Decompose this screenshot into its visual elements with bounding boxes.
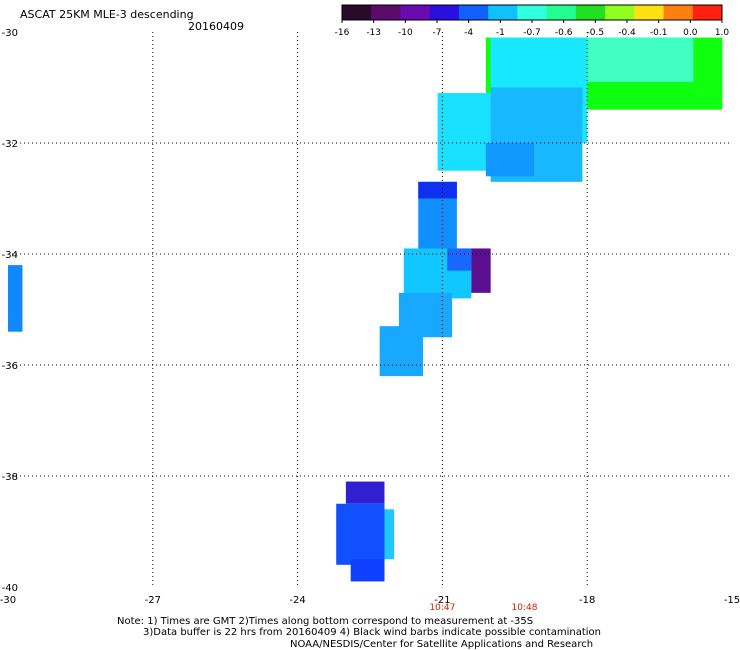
footer-note-2: 3)Data buffer is 22 hrs from 20160409 4)… (143, 627, 601, 638)
colorbar-segment (663, 5, 694, 20)
x-tick-label: -15 (724, 595, 740, 606)
wind-swath (345, 481, 385, 504)
x-tick-label: -27 (145, 595, 161, 606)
colorbar-label: -0.1 (650, 28, 668, 38)
colorbar-segment (517, 5, 548, 20)
swath-layer (8, 37, 723, 582)
footer-note-1: Note: 1) Times are GMT 2)Times along bot… (117, 616, 534, 627)
y-tick-label: -32 (2, 139, 18, 150)
footer-credit: NOAA/NESDIS/Center for Satellite Applica… (290, 639, 594, 650)
wind-swath (379, 326, 424, 377)
colorbar-segment (400, 5, 431, 20)
x-tick-label: -24 (289, 595, 305, 606)
colorbar-label: -0.7 (523, 28, 541, 38)
time-label: 10:48 (511, 603, 537, 613)
colorbar-label: -0.4 (618, 28, 636, 38)
colorbar-label: -0.6 (555, 28, 573, 38)
map-date: 20160409 (188, 20, 244, 33)
wind-swath (437, 93, 491, 171)
colorbar-label: -0.5 (587, 28, 605, 38)
colorbar-segment (546, 5, 577, 20)
colorbar-label: -1 (496, 28, 505, 38)
colorbar-segment (458, 5, 489, 20)
colorbar-label: -10 (398, 28, 413, 38)
colorbar-segment (342, 5, 372, 20)
colorbar-label: 1.0 (715, 28, 730, 38)
x-tick-label: -21 (434, 595, 450, 606)
colorbar: -16 -13 -10 -7 -4 -1 -0.7 -0.6 -0.5 -0.4 -0.1 0.0 1.… (335, 4, 730, 38)
colorbar-label: 0.0 (683, 28, 698, 38)
grid-layer (8, 32, 732, 587)
colorbar-segment (634, 5, 665, 20)
wind-swath (485, 143, 535, 177)
tick-layer: -30 -27 -24 -21 -18 -15 -30 -32 -34 -36 -38 -40 10:4… (0, 28, 740, 613)
y-tick-label: -36 (2, 361, 18, 372)
wind-swath (418, 181, 457, 199)
colorbar-segment (429, 5, 460, 20)
y-tick-label: -40 (2, 583, 18, 594)
wind-swath (384, 509, 395, 560)
time-label: 10:47 (429, 603, 455, 613)
y-tick-label: -30 (2, 28, 18, 39)
colorbar-segment (605, 5, 635, 20)
colorbar-label: -7 (433, 28, 442, 38)
colorbar-label: -4 (464, 28, 473, 38)
colorbar-segment (575, 5, 606, 20)
wind-swath (350, 559, 385, 582)
wind-swath (471, 248, 491, 293)
wind-swath (8, 265, 23, 332)
x-tick-label: -30 (0, 595, 16, 606)
y-tick-label: -38 (2, 472, 18, 483)
colorbar-segment (488, 5, 518, 20)
wind-swath (587, 37, 694, 82)
map-title: ASCAT 25KM MLE-3 descending (20, 8, 194, 21)
colorbar-segment (371, 5, 401, 20)
wind-swath (336, 503, 385, 565)
x-tick-label: -18 (579, 595, 595, 606)
wind-swath (447, 248, 472, 271)
colorbar-label: -13 (366, 28, 381, 38)
colorbar-segment (692, 5, 723, 20)
y-tick-label: -34 (2, 250, 18, 261)
colorbar-label: -16 (335, 28, 350, 38)
